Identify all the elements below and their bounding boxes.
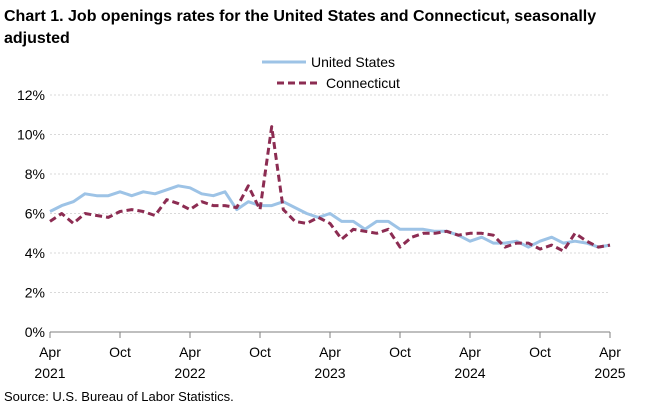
y-tick-label: 8% <box>25 166 45 182</box>
series-line-united-states <box>49 184 611 249</box>
y-tick-label: 10% <box>17 127 45 143</box>
x-tick-label-month: Oct <box>529 344 551 360</box>
x-tick-label-month: Oct <box>389 344 411 360</box>
x-tick-label-year: 2024 <box>454 365 485 381</box>
y-tick-label: 6% <box>25 206 45 222</box>
x-tick-label-year: 2023 <box>314 365 345 381</box>
chart-title: Chart 1. Job openings rates for the Unit… <box>4 8 597 47</box>
legend-label-united-states: United States <box>311 54 395 70</box>
x-tick-label-month: Apr <box>599 344 621 360</box>
legend-label-connecticut: Connecticut <box>326 75 400 91</box>
y-tick-label: 4% <box>25 245 45 261</box>
x-tick-label-year: 2025 <box>594 365 625 381</box>
y-tick-label: 2% <box>25 285 45 301</box>
x-tick-label-month: Apr <box>39 344 61 360</box>
x-tick-label-month: Apr <box>179 344 201 360</box>
y-tick-label: 0% <box>25 324 45 340</box>
source-note: Source: U.S. Bureau of Labor Statistics. <box>4 389 234 404</box>
x-tick-label-year: 2021 <box>34 365 65 381</box>
x-tick-label-year: 2022 <box>174 365 205 381</box>
x-tick-label-month: Oct <box>249 344 271 360</box>
series-line-connecticut <box>49 125 611 253</box>
x-axis: Apr 2021 Oct Apr 2022 Oct Apr 2023 Oct Apr 2024 Oct… <box>34 331 626 381</box>
y-axis-ticks: 0% 2% 4% 6% 8% 10% 12% <box>17 87 45 340</box>
x-tick-label-month: Apr <box>459 344 481 360</box>
x-tick-label-month: Oct <box>109 344 131 360</box>
y-tick-label: 12% <box>17 87 45 103</box>
legend: United States Connecticut <box>262 54 400 91</box>
series-lines <box>49 125 611 253</box>
x-tick-label-month: Apr <box>319 344 341 360</box>
